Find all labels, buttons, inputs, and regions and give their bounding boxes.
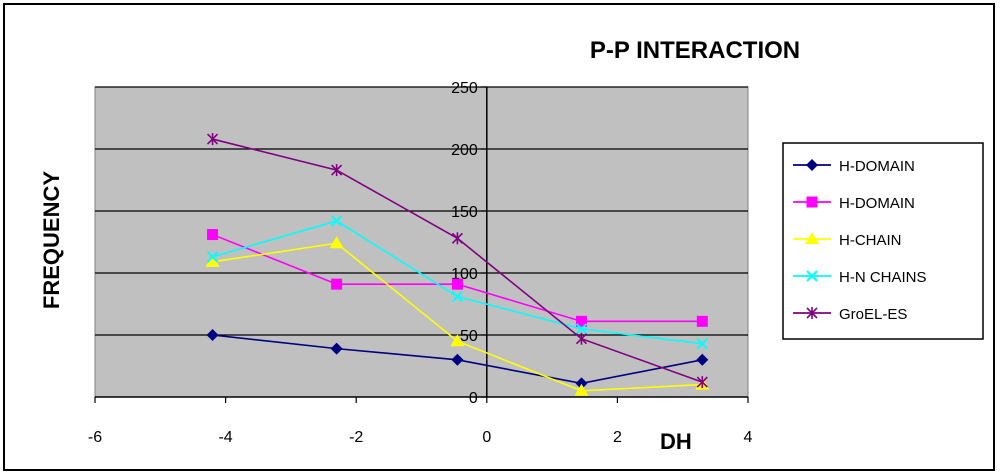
y-tick-label: 200 xyxy=(451,142,478,159)
data-point-s5-3 xyxy=(451,232,463,245)
x-tick-label: -2 xyxy=(349,429,363,446)
data-point-s1-2 xyxy=(330,342,343,355)
data-point-s5-1 xyxy=(206,133,219,146)
legend-label-2: H-DOMAIN xyxy=(839,195,915,212)
data-point-s3-4 xyxy=(574,383,589,396)
data-point-s4-5 xyxy=(696,337,708,350)
data-point-s1-1 xyxy=(206,329,219,341)
y-tick-label: 150 xyxy=(451,204,478,221)
legend-marker-2 xyxy=(806,196,818,208)
data-point-s4-1 xyxy=(206,251,219,263)
data-point-s4-3 xyxy=(451,290,464,303)
x-tick-label: 4 xyxy=(744,429,753,446)
x-tick-label: 2 xyxy=(613,429,622,446)
legend-label-1: H-DOMAIN xyxy=(839,158,915,175)
y-tick-label: 0 xyxy=(469,390,478,407)
x-tick-label: 0 xyxy=(482,429,491,446)
legend-marker-4 xyxy=(806,270,818,282)
data-point-s1-5 xyxy=(696,353,709,366)
x-tick-label: -4 xyxy=(218,429,232,446)
data-point-s5-4 xyxy=(575,332,588,345)
legend: H-DOMAIN H-DOMAIN H-CHAIN H-N CHAINS GroEL-E… xyxy=(782,142,984,340)
plot-area xyxy=(94,86,749,398)
y-tick-label: 50 xyxy=(460,328,478,345)
data-point-s2-3 xyxy=(451,278,463,290)
data-point-s1-4 xyxy=(575,377,588,390)
data-point-s5-2 xyxy=(331,164,343,177)
y-tick-label: 250 xyxy=(451,80,478,97)
data-point-s3-3 xyxy=(450,334,465,347)
chart-title: P-P INTERACTION xyxy=(590,37,800,64)
legend-label-4: H-N CHAINS xyxy=(839,269,927,286)
x-axis-title: DH xyxy=(660,429,692,454)
legend-marker-3 xyxy=(805,232,819,244)
legend-marker-5 xyxy=(806,307,818,319)
y-axis-title: FREQUENCY xyxy=(39,171,64,309)
data-point-s5-5 xyxy=(696,376,708,389)
legend-label-3: H-CHAIN xyxy=(839,232,902,249)
legend-marker-1 xyxy=(806,159,818,171)
data-point-s2-2 xyxy=(331,278,343,290)
data-point-s2-4 xyxy=(575,315,587,327)
data-point-s4-4 xyxy=(575,323,588,335)
data-point-s1-3 xyxy=(451,353,464,366)
data-point-s3-1 xyxy=(205,254,220,267)
data-point-s2-1 xyxy=(207,229,219,241)
data-point-s3-2 xyxy=(329,236,344,249)
data-point-s4-2 xyxy=(330,215,343,227)
x-tick-label: -6 xyxy=(88,429,102,446)
legend-label-5: GroEL-ES xyxy=(839,306,907,323)
data-point-s2-5 xyxy=(696,315,708,327)
